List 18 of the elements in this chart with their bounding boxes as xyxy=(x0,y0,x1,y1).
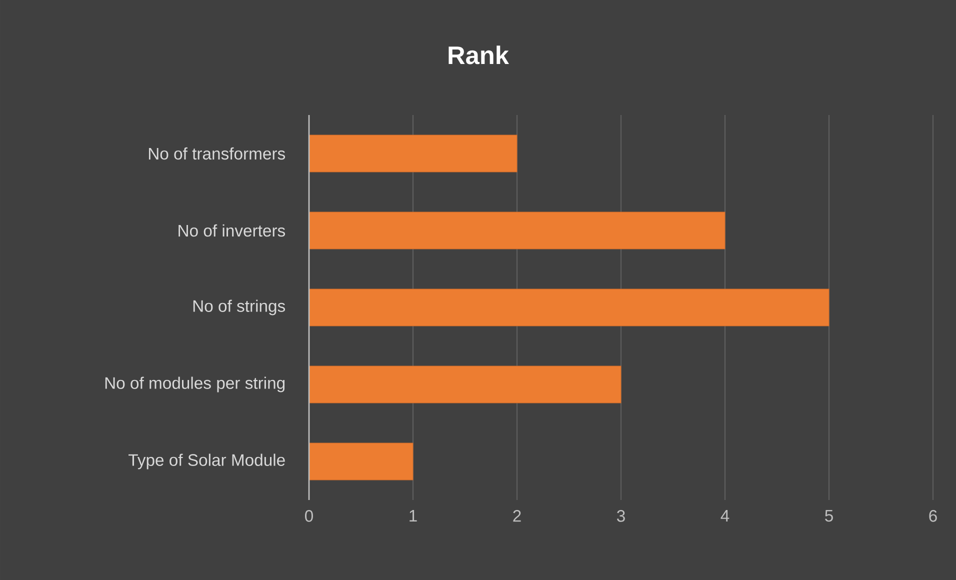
x-tick-label: 2 xyxy=(513,510,521,522)
y-tick-label: No of strings xyxy=(193,300,286,316)
x-tick-label: 1 xyxy=(410,510,417,522)
bar xyxy=(308,442,414,480)
bar xyxy=(308,366,622,404)
x-tick-label: 3 xyxy=(616,510,625,522)
y-tick-label: No of transformers xyxy=(148,147,286,160)
x-tick-label: 4 xyxy=(720,510,730,522)
x-tick-label: 6 xyxy=(929,510,937,522)
y-tick-label: No of inverters xyxy=(178,224,286,237)
x-tick-label: 0 xyxy=(305,510,313,522)
y-tick-label: No of modules per string xyxy=(105,376,285,392)
bar xyxy=(308,212,726,250)
y-tick-label: Type of Solar Module xyxy=(128,454,285,470)
x-tick-label: 5 xyxy=(825,510,833,522)
bar xyxy=(308,288,830,326)
chart-title: Rank xyxy=(448,46,509,64)
bar xyxy=(308,134,518,172)
